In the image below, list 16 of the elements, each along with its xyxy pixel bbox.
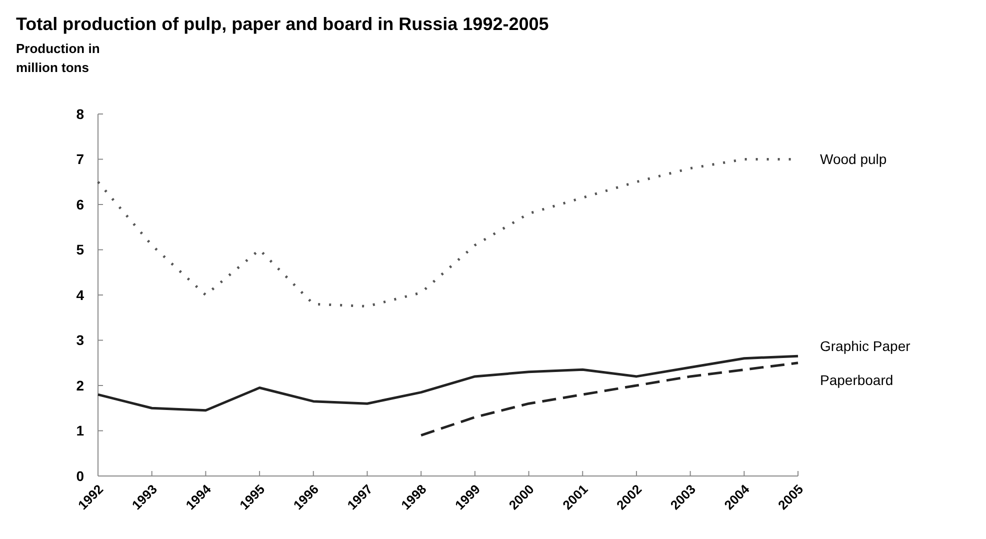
series-label: Graphic Paper bbox=[820, 338, 911, 354]
line-series bbox=[96, 354, 800, 412]
y-tick-label: 4 bbox=[76, 286, 84, 303]
chart-title: Total production of pulp, paper and board in Russia 1992-2005 bbox=[16, 14, 549, 34]
y-tick-label: 2 bbox=[76, 377, 84, 394]
series-label: Paperboard bbox=[820, 372, 894, 388]
y-axis-title: Production in million tons bbox=[16, 41, 100, 75]
y-tick-label: 6 bbox=[76, 196, 84, 212]
y-tick-label: 3 bbox=[76, 332, 84, 348]
y-tick-label: 7 bbox=[76, 151, 84, 168]
y-tick-label: 8 bbox=[76, 106, 84, 122]
y-tick-label: 5 bbox=[76, 242, 84, 258]
y-tick-label: 0 bbox=[76, 468, 84, 484]
y-tick-label: 1 bbox=[76, 422, 84, 439]
line-series bbox=[420, 362, 800, 437]
series-label: Wood pulp bbox=[820, 151, 887, 168]
